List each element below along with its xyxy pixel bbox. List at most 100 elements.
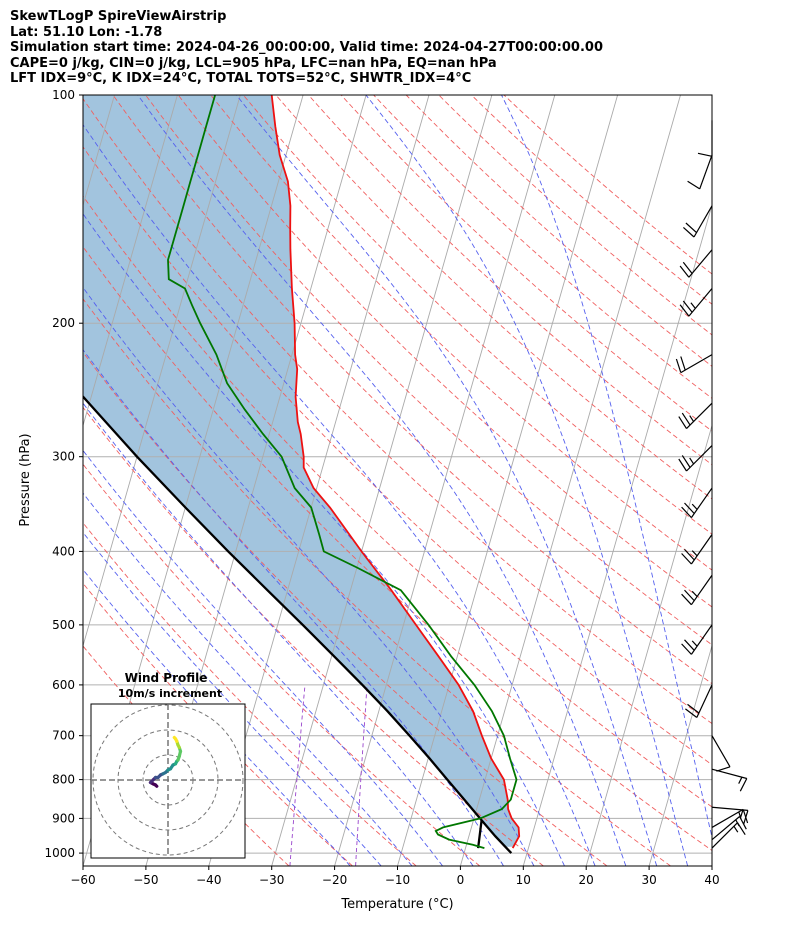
profiles-layer bbox=[83, 95, 521, 854]
wind-barb bbox=[711, 806, 749, 825]
hodograph-segment bbox=[172, 735, 178, 741]
hodograph-subtitle: 10m/s increment bbox=[118, 687, 222, 700]
isotherm-line bbox=[83, 95, 178, 428]
wind-barb bbox=[687, 154, 713, 190]
moist-adiabat-line bbox=[501, 95, 712, 840]
x-tick-label: −50 bbox=[133, 873, 158, 887]
wind-barb bbox=[682, 205, 713, 238]
wind-barb bbox=[679, 249, 713, 278]
y-tick-label: 1000 bbox=[44, 846, 75, 860]
moist-adiabat-line bbox=[83, 531, 382, 866]
mixing-ratio-line bbox=[355, 686, 368, 866]
isotherm-line bbox=[522, 203, 712, 866]
x-axis-label: Temperature (°C) bbox=[340, 897, 453, 912]
cape-cin-fill-layer bbox=[83, 95, 520, 847]
wind-barb bbox=[679, 288, 713, 317]
wind-barb bbox=[678, 402, 713, 430]
y-tick-label: 400 bbox=[52, 544, 75, 558]
dry-adiabat-line bbox=[112, 95, 712, 685]
moist-adiabat-line bbox=[365, 95, 689, 866]
hodograph-title: Wind Profile bbox=[125, 671, 208, 685]
title-times: Simulation start time: 2024-04-26_00:00:… bbox=[10, 40, 603, 55]
y-tick-label: 200 bbox=[52, 316, 75, 330]
x-tick-label: −20 bbox=[322, 873, 347, 887]
moist-adiabat-line bbox=[83, 286, 535, 866]
dry-adiabat-line bbox=[83, 463, 481, 866]
wind-barb bbox=[711, 768, 748, 792]
title-station: SkewTLogP SpireViewAirstrip bbox=[10, 9, 227, 24]
dry-adiabat-line bbox=[210, 95, 712, 571]
isotherm-line bbox=[585, 423, 712, 866]
isotherm-line bbox=[271, 95, 493, 866]
moist-adiabat-line bbox=[236, 95, 658, 866]
moist-adiabat-line bbox=[83, 402, 474, 866]
y-axis-label: Pressure (hPa) bbox=[18, 433, 33, 526]
cin-shaded-area bbox=[83, 95, 520, 847]
dry-adiabat-line bbox=[83, 195, 712, 808]
dry-adiabat-line bbox=[275, 95, 712, 500]
x-tick-label: 0 bbox=[457, 873, 465, 887]
moist-adiabat-line bbox=[137, 95, 627, 866]
moist-adiabat-line bbox=[83, 449, 443, 866]
x-tick-label: −60 bbox=[70, 873, 95, 887]
isotherm-line bbox=[459, 95, 681, 866]
y-tick-label: 500 bbox=[52, 618, 75, 632]
wind-barbs-layer bbox=[675, 120, 749, 849]
wind-barb bbox=[681, 534, 713, 565]
isotherm-line bbox=[648, 644, 712, 866]
x-tick-label: −10 bbox=[385, 873, 410, 887]
wind-barb bbox=[675, 354, 713, 374]
y-tick-label: 700 bbox=[52, 729, 75, 743]
moist-adiabat-line bbox=[83, 348, 504, 866]
axes-layer: −60 −50 −40 −30 −20 −10 0 10 20 30 40 1000 900 800 700… bbox=[44, 88, 719, 887]
hodograph-inset: Wind Profile 10m/s increment bbox=[90, 671, 246, 859]
dry-adiabat-line bbox=[340, 95, 712, 432]
dry-adiabat-line bbox=[83, 406, 544, 866]
x-tick-label: −40 bbox=[196, 873, 221, 887]
moist-adiabat-line bbox=[83, 123, 596, 866]
title-stability-indices: LFT IDX=9°C, K IDX=24°C, TOTAL TOTS=52°C… bbox=[10, 71, 472, 86]
title-convective-params: CAPE=0 j/kg, CIN=0 j/kg, LCL=905 hPa, LF… bbox=[10, 55, 497, 71]
dry-adiabat-line bbox=[177, 95, 712, 608]
dry-adiabat-line bbox=[373, 95, 712, 399]
isotherm-line bbox=[83, 95, 241, 648]
wind-barb bbox=[685, 684, 713, 718]
isotherm-line bbox=[711, 864, 712, 866]
isotherm-line bbox=[334, 95, 556, 866]
x-tick-label: 30 bbox=[641, 873, 656, 887]
temperature-line bbox=[270, 95, 521, 849]
hodograph-plot bbox=[91, 704, 245, 858]
mixing-ratio-line bbox=[289, 686, 306, 866]
wind-barb bbox=[681, 624, 713, 655]
y-tick-label: 800 bbox=[52, 773, 75, 787]
x-tick-label: −30 bbox=[259, 873, 284, 887]
dry-adiabat-line bbox=[471, 95, 712, 305]
dry-adiabat-line bbox=[242, 95, 712, 535]
parcel-start-line bbox=[476, 820, 483, 849]
wind-barb bbox=[711, 808, 749, 828]
wind-barb bbox=[678, 445, 713, 472]
dry-adiabat-line bbox=[503, 95, 712, 275]
dry-adiabat-line bbox=[438, 95, 712, 336]
dry-adiabat-line bbox=[145, 95, 712, 646]
moist-adiabat-line bbox=[83, 568, 351, 866]
y-tick-label: 600 bbox=[52, 678, 75, 692]
x-tick-label: 20 bbox=[579, 873, 594, 887]
isotherm-line bbox=[397, 95, 619, 866]
y-tick-label: 300 bbox=[52, 450, 75, 464]
dry-adiabat-line bbox=[405, 95, 712, 367]
y-tick-label: 900 bbox=[52, 811, 75, 825]
parcel-profile-line bbox=[83, 394, 513, 854]
y-tick-label: 100 bbox=[52, 88, 75, 102]
title-location: Lat: 51.10 Lon: -1.78 bbox=[10, 24, 163, 40]
wind-barb bbox=[697, 120, 713, 157]
dry-adiabat-line bbox=[83, 146, 712, 766]
moist-adiabat-line bbox=[83, 213, 565, 866]
dewpoint-line bbox=[167, 95, 518, 849]
x-tick-label: 40 bbox=[704, 873, 719, 887]
wind-barb bbox=[711, 735, 731, 772]
wind-barb bbox=[681, 487, 713, 519]
wind-barb bbox=[681, 574, 713, 606]
dry-adiabat-line bbox=[83, 97, 712, 725]
